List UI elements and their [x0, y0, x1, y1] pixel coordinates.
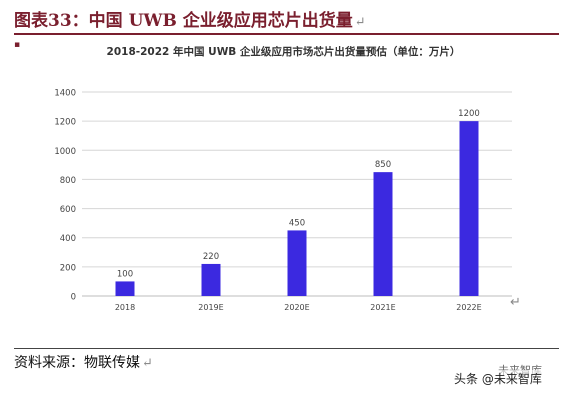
figure-title-text: 图表33：中国 UWB 企业级应用芯片出货量	[14, 11, 353, 31]
watermark: 头条 @未来智库	[454, 370, 542, 387]
figure-title: 图表33：中国 UWB 企业级应用芯片出货量 ↵	[14, 6, 366, 31]
bar	[373, 172, 393, 296]
bottom-divider	[14, 348, 559, 349]
data-labels: 100 220 450 850 1200	[117, 109, 480, 279]
y-tick-label: 1400	[54, 89, 76, 99]
y-tick-label: 600	[60, 205, 76, 215]
x-tick-label: 2020E	[284, 303, 309, 312]
x-tick-label: 2018	[115, 303, 135, 312]
chart-return-mark-icon: ↵	[510, 295, 521, 310]
source-text: 资料来源：物联传媒	[14, 355, 140, 371]
data-label: 1200	[458, 109, 480, 119]
chart-title: 2018-2022 年中国 UWB 企业级应用市场芯片出货量预估（单位：万片）	[106, 46, 461, 58]
return-mark-icon: ↵	[354, 15, 366, 30]
bar	[115, 281, 135, 296]
data-label: 100	[117, 269, 133, 279]
grid-lines	[82, 91, 512, 297]
y-tick-label: 200	[60, 263, 76, 273]
bar	[287, 230, 307, 296]
data-label: 850	[375, 160, 391, 170]
title-divider	[14, 33, 559, 35]
x-tick-label: 2021E	[370, 303, 395, 312]
data-label: 450	[289, 218, 305, 228]
bar	[459, 121, 479, 297]
source-return-mark-icon: ↵	[142, 356, 153, 371]
data-label: 220	[203, 252, 219, 262]
x-tick-label: 2022E	[456, 303, 481, 312]
x-tick-label: 2019E	[198, 303, 223, 312]
y-tick-label: 400	[60, 234, 76, 244]
y-tick-label: 1000	[54, 147, 76, 157]
x-axis-tick-labels: 2018 2019E 2020E 2021E 2022E	[115, 303, 482, 312]
y-tick-label: 1200	[54, 118, 76, 128]
paragraph-mark-icon: ▪	[14, 40, 21, 50]
bar	[201, 263, 221, 296]
y-tick-label: 800	[60, 176, 76, 186]
bars	[115, 121, 479, 297]
y-tick-label: 0	[71, 293, 76, 303]
y-axis-tick-labels: 0 200 400 600 800 1000 1200 1400	[54, 89, 76, 303]
source-note: 资料来源：物联传媒 ↵	[14, 352, 153, 372]
